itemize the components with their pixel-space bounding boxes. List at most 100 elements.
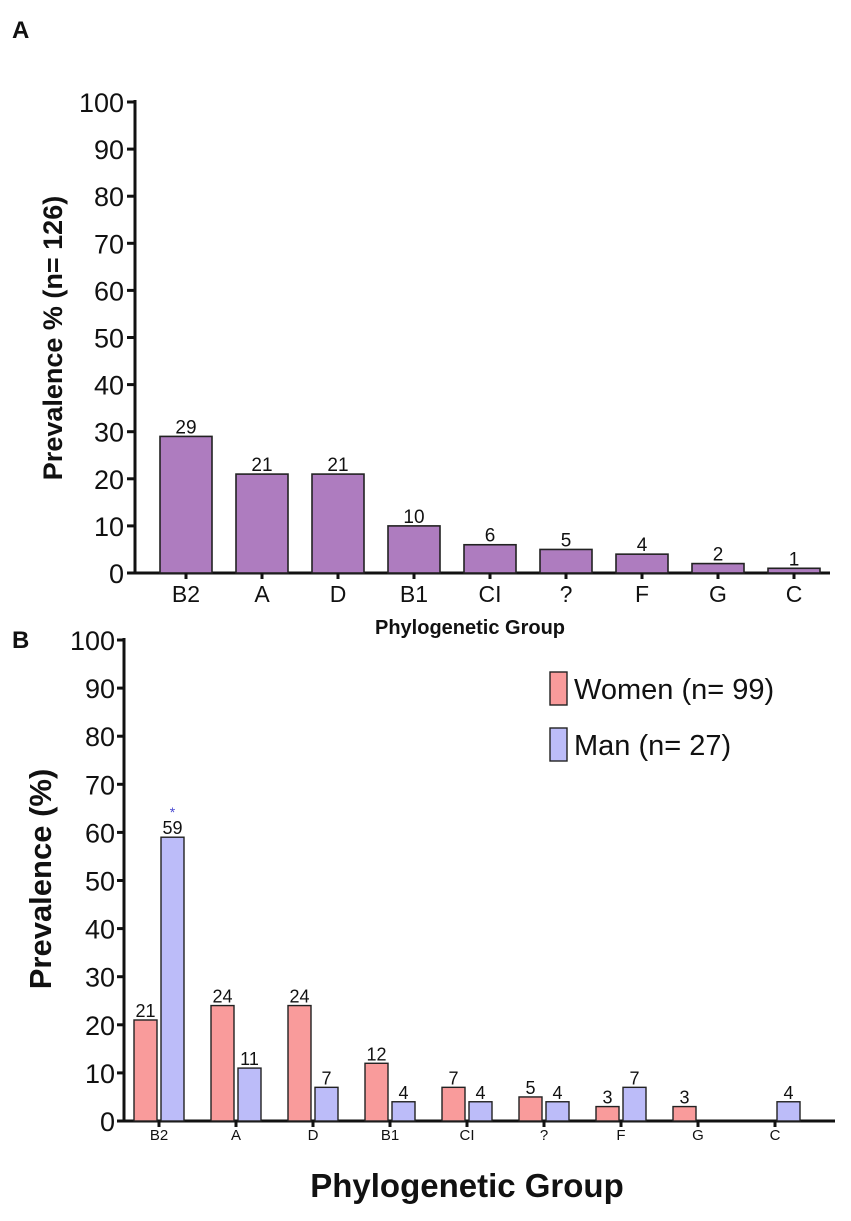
x-tick-label: B2 bbox=[172, 581, 200, 607]
bar-man bbox=[160, 836, 185, 1122]
panel-label-b: B bbox=[12, 627, 29, 654]
bar bbox=[539, 548, 593, 574]
bar bbox=[463, 543, 517, 574]
data-label: 21 bbox=[251, 455, 272, 476]
y-tick-label: 0 bbox=[109, 559, 124, 589]
data-label: 24 bbox=[212, 987, 232, 1007]
y-tick-label: 0 bbox=[100, 1107, 115, 1137]
y-axis-title: Prevalence % (n= 126) bbox=[38, 196, 68, 480]
x-tick-label: D bbox=[330, 581, 347, 607]
data-label: 11 bbox=[240, 1049, 259, 1069]
x-axis-title: Phylogenetic Group bbox=[310, 1167, 624, 1204]
data-label: 3 bbox=[679, 1088, 689, 1108]
data-label: 12 bbox=[366, 1044, 386, 1064]
x-tick-label: ? bbox=[560, 581, 573, 607]
y-tick-label: 90 bbox=[94, 135, 124, 165]
bar-man bbox=[622, 1086, 647, 1122]
x-tick-label: B1 bbox=[400, 581, 428, 607]
bar-women bbox=[133, 1019, 158, 1122]
x-tick-label: A bbox=[231, 1127, 241, 1144]
bar-man bbox=[314, 1086, 339, 1122]
bar-women bbox=[364, 1062, 389, 1122]
bar bbox=[159, 435, 213, 574]
data-label: 4 bbox=[637, 535, 648, 556]
y-axis-title: Prevalence (%) bbox=[23, 769, 58, 990]
y-tick-label: 60 bbox=[85, 818, 115, 848]
panel-label-a: A bbox=[12, 17, 29, 44]
y-tick-label: 20 bbox=[94, 465, 124, 495]
x-tick-label: CI bbox=[479, 581, 502, 607]
x-tick-label: ? bbox=[540, 1127, 548, 1144]
data-label: 6 bbox=[485, 526, 496, 547]
data-label: 4 bbox=[552, 1083, 562, 1103]
y-tick-label: 40 bbox=[94, 371, 124, 401]
bar-women bbox=[595, 1105, 620, 1122]
y-tick-label: 10 bbox=[85, 1059, 115, 1089]
significance-asterisk: * bbox=[170, 804, 176, 820]
x-tick-label: B1 bbox=[381, 1127, 399, 1144]
data-label: 5 bbox=[561, 530, 572, 551]
data-label: 59 bbox=[162, 818, 182, 838]
y-tick-label: 80 bbox=[94, 182, 124, 212]
data-label: 4 bbox=[475, 1083, 485, 1103]
y-tick-label: 50 bbox=[94, 324, 124, 354]
data-label: 29 bbox=[175, 417, 196, 438]
y-tick-label: 100 bbox=[70, 626, 115, 656]
y-tick-label: 10 bbox=[94, 512, 124, 542]
data-label: 7 bbox=[448, 1068, 458, 1088]
y-tick-label: 30 bbox=[94, 418, 124, 448]
x-tick-label: B2 bbox=[150, 1127, 168, 1144]
bar bbox=[387, 525, 441, 574]
legend-label: Man (n= 27) bbox=[574, 730, 731, 762]
data-label: 7 bbox=[629, 1068, 639, 1088]
data-label: 24 bbox=[289, 987, 309, 1007]
y-tick-label: 100 bbox=[79, 88, 124, 118]
data-label: 10 bbox=[403, 507, 424, 528]
y-tick-label: 80 bbox=[85, 722, 115, 752]
bar-man bbox=[391, 1101, 416, 1122]
bar-man bbox=[237, 1067, 262, 1122]
bar-man bbox=[468, 1101, 493, 1122]
data-label: 4 bbox=[783, 1083, 793, 1103]
y-tick-label: 40 bbox=[85, 915, 115, 945]
bar-women bbox=[518, 1096, 543, 1122]
x-axis-title: Phylogenetic Group bbox=[375, 617, 565, 639]
bar bbox=[235, 473, 289, 574]
bar-women bbox=[210, 1004, 235, 1122]
legend-swatch-man bbox=[549, 727, 568, 762]
bar-women bbox=[441, 1086, 466, 1122]
chart-a: 0 10 20 30 40 50 60 70 80 90 100 29 B2 21 A 21 D 10 B1 6 CI 5… bbox=[38, 88, 830, 639]
bar-women bbox=[672, 1105, 697, 1122]
x-tick-label: F bbox=[635, 581, 649, 607]
x-tick-label: A bbox=[254, 581, 270, 607]
x-tick-label: C bbox=[786, 581, 803, 607]
legend-swatch-women bbox=[549, 671, 568, 706]
data-label: 1 bbox=[789, 549, 800, 570]
y-tick-label: 30 bbox=[85, 963, 115, 993]
chart-b: 0 10 20 30 40 50 60 70 80 90 100 21 59 B2 24 11 A 24 7 D 12 4… bbox=[23, 626, 835, 1204]
y-tick-label: 20 bbox=[85, 1011, 115, 1041]
bar-man bbox=[545, 1101, 570, 1122]
data-label: 21 bbox=[327, 455, 348, 476]
bar-man bbox=[776, 1101, 801, 1122]
bar-women bbox=[287, 1004, 312, 1122]
data-label: 4 bbox=[398, 1083, 408, 1103]
x-tick-label: F bbox=[616, 1127, 625, 1144]
y-tick-label: 70 bbox=[85, 770, 115, 800]
x-tick-label: G bbox=[709, 581, 727, 607]
bar bbox=[615, 553, 669, 574]
x-tick-label: D bbox=[308, 1127, 319, 1144]
y-tick-label: 60 bbox=[94, 276, 124, 306]
y-tick-label: 50 bbox=[85, 867, 115, 897]
y-tick-label: 70 bbox=[94, 229, 124, 259]
data-label: 5 bbox=[525, 1078, 535, 1098]
data-label: 7 bbox=[321, 1068, 331, 1088]
data-label: 21 bbox=[135, 1001, 155, 1021]
x-tick-label: G bbox=[692, 1127, 704, 1144]
x-tick-label: CI bbox=[460, 1127, 475, 1144]
y-tick-label: 90 bbox=[85, 674, 115, 704]
legend-label: Women (n= 99) bbox=[574, 674, 774, 706]
x-tick-label: C bbox=[770, 1127, 781, 1144]
data-label: 3 bbox=[602, 1088, 612, 1108]
